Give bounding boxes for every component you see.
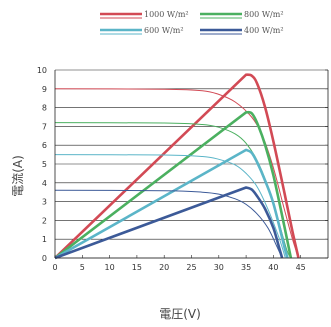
y-axis-title: 電流(A) [11, 155, 25, 197]
x-tick-label-45: 45 [296, 263, 306, 272]
legend-label-800wm: 800 W/m² [244, 10, 284, 19]
legend-item-1000wm: 1000 W/m² [100, 10, 189, 19]
x-tick-label-30: 30 [214, 263, 224, 272]
series-600wm [54, 148, 289, 260]
y-tick-label-7: 7 [42, 122, 47, 131]
x-axis-title: 電圧(V) [159, 307, 201, 321]
x-tick-label-35: 35 [241, 263, 251, 272]
y-tick-label-1: 1 [42, 235, 47, 244]
y-tick-label-8: 8 [42, 104, 47, 113]
legend-item-600wm: 600 W/m² [100, 26, 184, 35]
power-curve-400wm [54, 186, 284, 260]
x-tick-label-40: 40 [268, 263, 278, 272]
iv-curve-1000wm [54, 88, 299, 259]
x-tick-label-0: 0 [52, 263, 57, 272]
y-tick-label-10: 10 [37, 66, 47, 75]
power-curve-600wm [54, 148, 289, 260]
y-tick-label-2: 2 [42, 216, 47, 225]
series-1000wm [54, 73, 300, 259]
legend-label-400wm: 400 W/m² [244, 26, 284, 35]
legend-item-400wm: 400 W/m² [200, 26, 284, 35]
x-tick-label-10: 10 [105, 263, 115, 272]
power-curve-800wm [54, 110, 293, 260]
y-tick-label-5: 5 [42, 160, 47, 169]
grid-lines [55, 69, 328, 259]
legend-label-600wm: 600 W/m² [144, 26, 184, 35]
x-tick-label-5: 5 [80, 263, 85, 272]
y-tick-label-3: 3 [42, 198, 47, 207]
y-tick-label-9: 9 [42, 85, 47, 94]
y-tick-label-0: 0 [42, 254, 47, 263]
series-400wm [54, 186, 284, 260]
series-layer [54, 73, 300, 260]
x-tick-label-20: 20 [159, 263, 169, 272]
legend: 1000 W/m² 800 W/m² 600 W/m² 400 W/m² [100, 10, 284, 35]
y-tick-label-6: 6 [42, 141, 47, 150]
iv-curve-600wm [54, 154, 286, 259]
iv-curve-400wm [54, 189, 283, 259]
x-tick-label-15: 15 [132, 263, 142, 272]
plot-frame [54, 70, 329, 259]
legend-label-1000wm: 1000 W/m² [144, 10, 189, 19]
power-curve-1000wm [54, 73, 300, 259]
x-tick-label-25: 25 [186, 263, 196, 272]
y-tick-label-4: 4 [42, 179, 47, 188]
legend-item-800wm: 800 W/m² [200, 10, 284, 19]
